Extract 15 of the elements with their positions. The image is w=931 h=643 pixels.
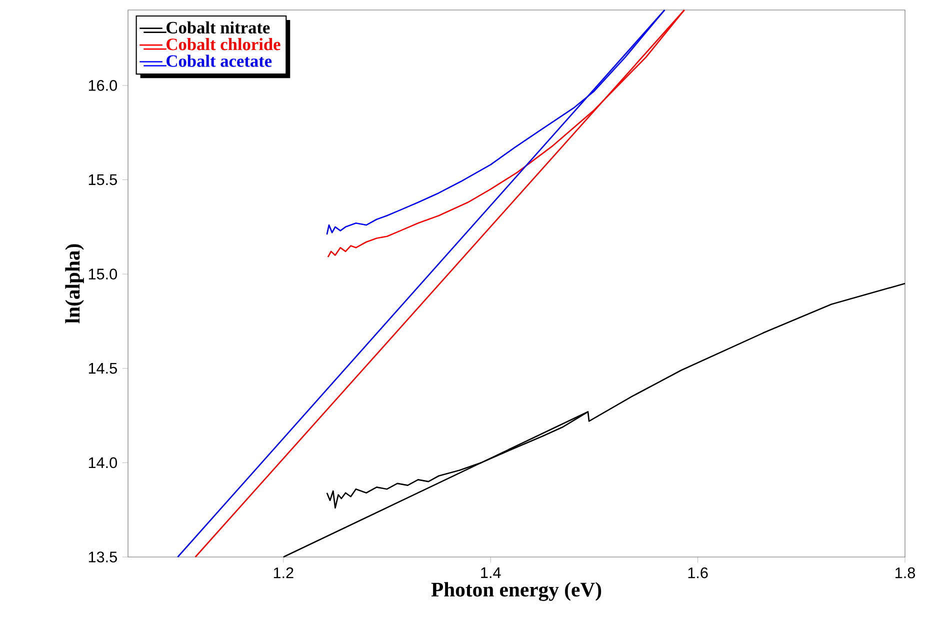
y-tick-label: 15.5 xyxy=(88,174,117,186)
y-tick-label: 16.0 xyxy=(88,80,117,91)
x-tick-label: 1.2 xyxy=(274,567,294,578)
y-tick-label: 13.5 xyxy=(88,552,117,562)
x-tick-label: 1.4 xyxy=(481,567,501,578)
legend-label: Cobalt nitrate xyxy=(166,21,270,34)
y-tick-label: 14.5 xyxy=(88,363,117,374)
x-tick-label: 1.8 xyxy=(896,567,915,578)
legend-label: Cobalt acetate xyxy=(166,54,272,67)
y-tick-label: 14.0 xyxy=(88,457,117,468)
y-tick-label: 15.0 xyxy=(88,268,117,280)
x-axis-title: Photon energy (eV) xyxy=(431,582,602,601)
x-tick-label: 1.6 xyxy=(688,567,708,578)
y-axis-title: ln(alpha) xyxy=(65,244,84,324)
legend-label: Cobalt chloride xyxy=(166,38,280,50)
